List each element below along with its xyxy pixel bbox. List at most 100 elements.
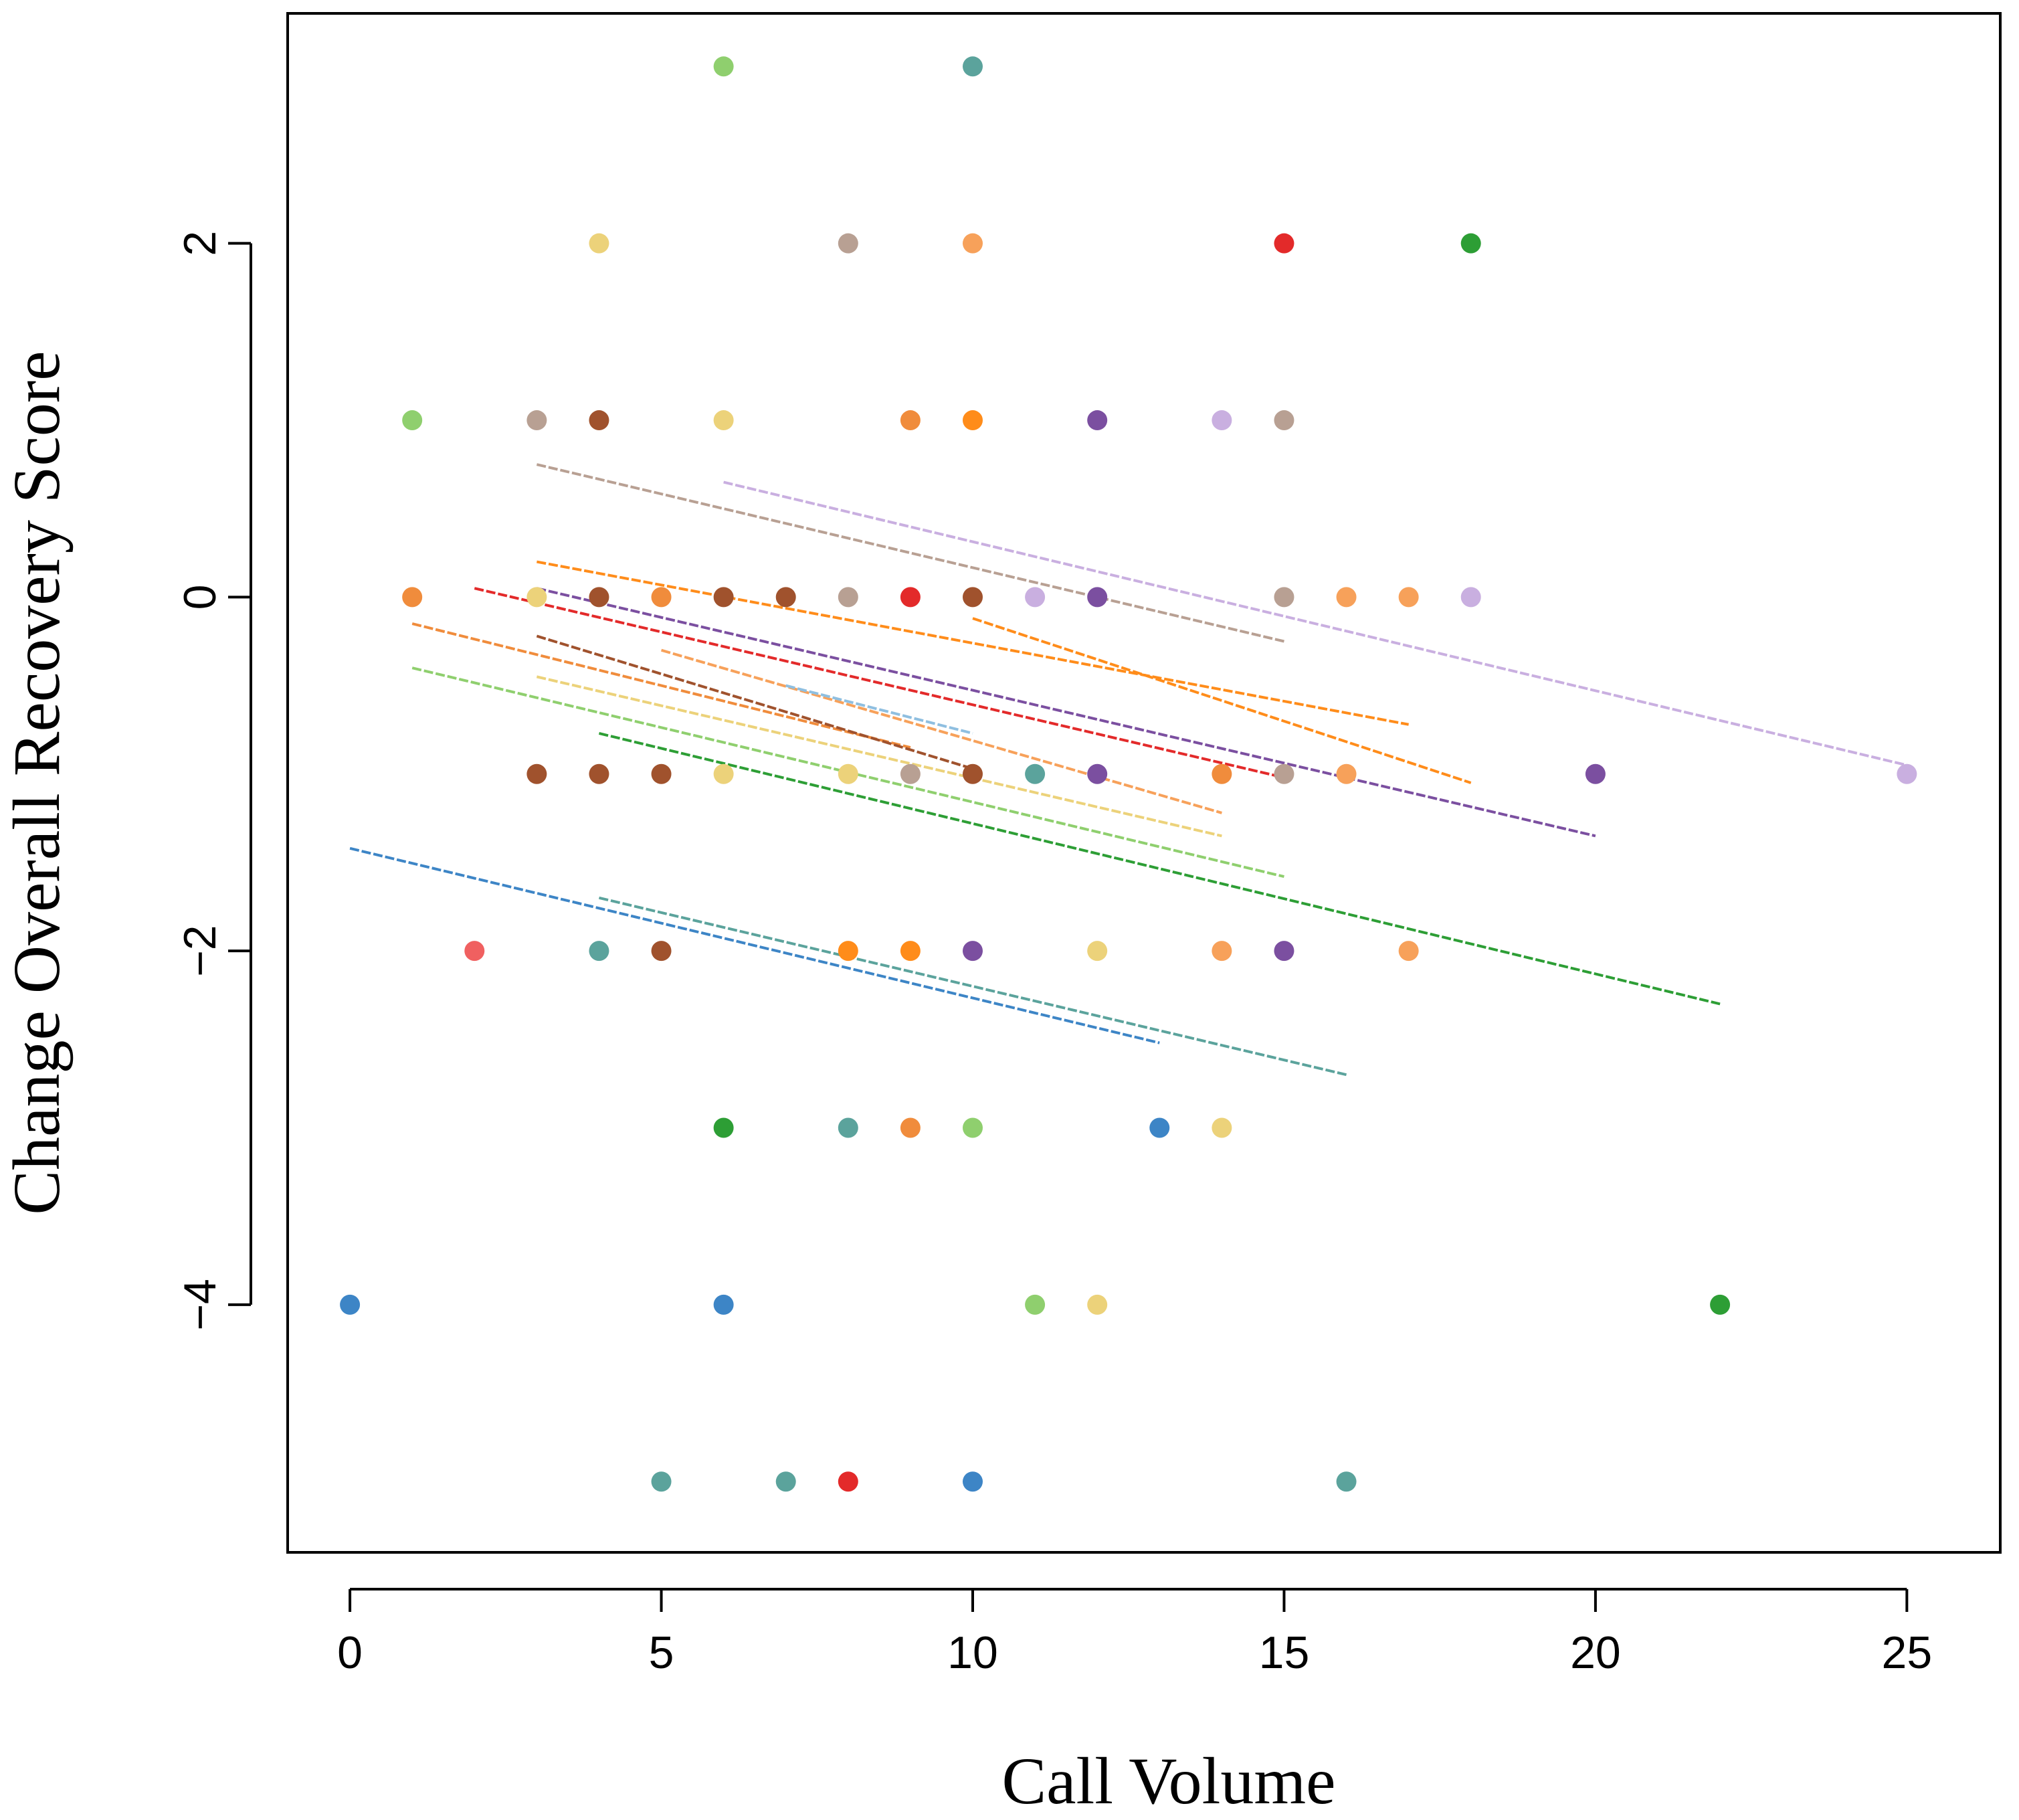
data-point: [1274, 587, 1294, 608]
data-point: [1585, 763, 1606, 784]
data-point: [402, 410, 423, 431]
data-point: [1149, 1117, 1170, 1138]
data-point: [1087, 410, 1108, 431]
data-point: [464, 941, 485, 962]
fit-line: [536, 463, 1284, 643]
data-point: [963, 56, 983, 77]
data-point: [900, 941, 921, 962]
data-point: [838, 587, 858, 608]
data-point: [900, 763, 921, 784]
fit-line: [411, 622, 911, 749]
y-tick-label: −4: [175, 1279, 225, 1331]
data-point: [1025, 587, 1046, 608]
fit-line: [536, 675, 1222, 838]
data-point: [900, 410, 921, 431]
data-point: [1087, 1294, 1108, 1315]
data-point: [713, 763, 734, 784]
data-point: [713, 410, 734, 431]
data-point: [589, 941, 609, 962]
x-axis-title: Call Volume: [1001, 1744, 1335, 1818]
data-point: [1897, 763, 1917, 784]
data-points: [340, 56, 1917, 1492]
data-point: [900, 1117, 921, 1138]
data-point: [651, 763, 672, 784]
fit-line: [723, 480, 1907, 767]
data-point: [651, 587, 672, 608]
fit-line: [474, 587, 1284, 780]
data-point: [589, 233, 609, 254]
plot-frame: [286, 12, 2002, 1554]
data-point: [838, 1117, 858, 1138]
data-point: [651, 1471, 672, 1492]
data-point: [1212, 1117, 1232, 1138]
data-point: [1087, 587, 1108, 608]
data-point: [1274, 233, 1294, 254]
x-axis: 0 5 10 15 20 25: [337, 1588, 1933, 1678]
data-point: [526, 763, 547, 784]
data-point: [1336, 1471, 1357, 1492]
fit-lines: [349, 463, 1907, 1077]
fit-line: [972, 617, 1472, 784]
data-point: [900, 587, 921, 608]
data-point: [1212, 763, 1232, 784]
y-axis: −4 −2 0 2: [175, 231, 252, 1331]
data-point: [1212, 410, 1232, 431]
x-tick-label: 10: [947, 1627, 998, 1678]
data-point: [1460, 587, 1481, 608]
data-point: [1274, 763, 1294, 784]
data-point: [838, 941, 858, 962]
x-tick-label: 20: [1570, 1627, 1621, 1678]
data-point: [1336, 587, 1357, 608]
data-point: [1087, 763, 1108, 784]
data-point: [589, 587, 609, 608]
data-point: [1087, 941, 1108, 962]
fit-line: [598, 896, 1347, 1077]
x-tick-label: 5: [649, 1627, 674, 1678]
fit-line: [785, 684, 973, 735]
data-point: [1274, 941, 1294, 962]
fit-line: [349, 846, 1160, 1044]
data-point: [963, 941, 983, 962]
data-point: [775, 1471, 796, 1492]
data-point: [1274, 410, 1294, 431]
data-point: [713, 1294, 734, 1315]
data-point: [838, 233, 858, 254]
y-axis-title: Change Overall Recovery Score: [0, 351, 74, 1214]
data-point: [713, 587, 734, 608]
data-point: [1398, 941, 1419, 962]
data-point: [713, 1117, 734, 1138]
fit-line: [660, 648, 1222, 814]
data-point: [1460, 233, 1481, 254]
y-tick-label: 2: [175, 231, 225, 256]
data-point: [589, 410, 609, 431]
data-point: [1710, 1294, 1731, 1315]
data-point: [651, 941, 672, 962]
x-tick-label: 15: [1259, 1627, 1310, 1678]
data-point: [340, 1294, 361, 1315]
data-point: [1025, 1294, 1046, 1315]
fit-line: [536, 634, 973, 770]
x-tick-label: 0: [337, 1627, 363, 1678]
data-point: [963, 763, 983, 784]
fit-line: [536, 560, 1410, 726]
data-point: [526, 410, 547, 431]
fit-line: [598, 732, 1721, 1006]
data-point: [775, 587, 796, 608]
data-point: [1025, 763, 1046, 784]
data-point: [1398, 587, 1419, 608]
data-point: [963, 410, 983, 431]
data-point: [1212, 941, 1232, 962]
data-point: [963, 587, 983, 608]
data-point: [402, 587, 423, 608]
data-point: [589, 763, 609, 784]
data-point: [713, 56, 734, 77]
data-point: [526, 587, 547, 608]
data-point: [963, 1117, 983, 1138]
data-point: [963, 233, 983, 254]
y-tick-label: −2: [175, 925, 225, 977]
x-tick-label: 25: [1882, 1627, 1933, 1678]
data-point: [838, 763, 858, 784]
y-tick-label: 0: [175, 584, 225, 610]
data-point: [963, 1471, 983, 1492]
